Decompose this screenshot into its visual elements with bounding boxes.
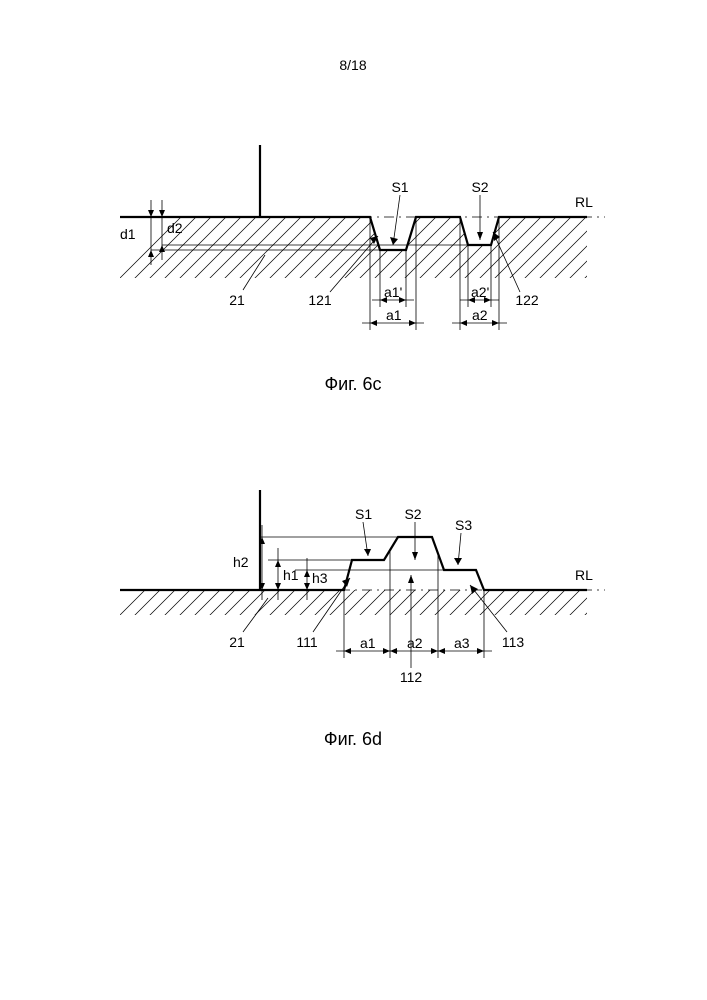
label-a2-6c: a2 xyxy=(472,307,488,323)
profile-6c xyxy=(120,145,587,250)
label-s1-6c: S1 xyxy=(391,179,408,195)
label-ref21-6d: 21 xyxy=(229,634,245,650)
label-d1: d1 xyxy=(120,226,136,242)
label-ref122: 122 xyxy=(515,292,539,308)
label-ref111: 111 xyxy=(296,634,317,650)
hatch-6c xyxy=(100,198,665,298)
label-d2: d2 xyxy=(167,220,183,236)
profile-6d xyxy=(120,490,587,590)
label-rl-6c: RL xyxy=(575,194,593,210)
label-h3: h3 xyxy=(312,570,328,586)
figure-6d: h2 h1 h3 S1 S2 S3 RL 21 111 xyxy=(100,490,645,685)
dim-h: h2 h1 h3 xyxy=(233,525,328,600)
label-s2-6c: S2 xyxy=(471,179,488,195)
label-s3-6d: S3 xyxy=(455,517,472,533)
label-ref21-6c: 21 xyxy=(229,292,245,308)
page-number: 8/18 xyxy=(339,57,366,73)
label-a1p: a1' xyxy=(384,284,402,300)
label-a1-6d: a1 xyxy=(360,635,376,651)
label-a3-6d: a3 xyxy=(454,635,470,651)
label-rl-6d: RL xyxy=(575,567,593,583)
caption-6d: Фиг. 6d xyxy=(324,729,382,749)
label-a2-6d: a2 xyxy=(407,635,423,651)
label-h1: h1 xyxy=(283,567,299,583)
label-ref121: 121 xyxy=(308,292,332,308)
caption-6c: Фиг. 6c xyxy=(324,374,381,394)
hatch-6d xyxy=(100,555,645,635)
label-s2-6d: S2 xyxy=(404,506,421,522)
label-a1-6c: a1 xyxy=(386,307,402,323)
figure-6c: d1 d2 S1 S2 RL 21 121 122 xyxy=(100,145,665,330)
dim-d1-d2: d1 d2 xyxy=(120,200,183,265)
label-h2: h2 xyxy=(233,554,249,570)
label-s1-6d: S1 xyxy=(355,506,372,522)
label-ref113: 113 xyxy=(502,634,525,650)
label-ref112: 112 xyxy=(400,669,423,685)
label-a2p: a2' xyxy=(471,284,489,300)
